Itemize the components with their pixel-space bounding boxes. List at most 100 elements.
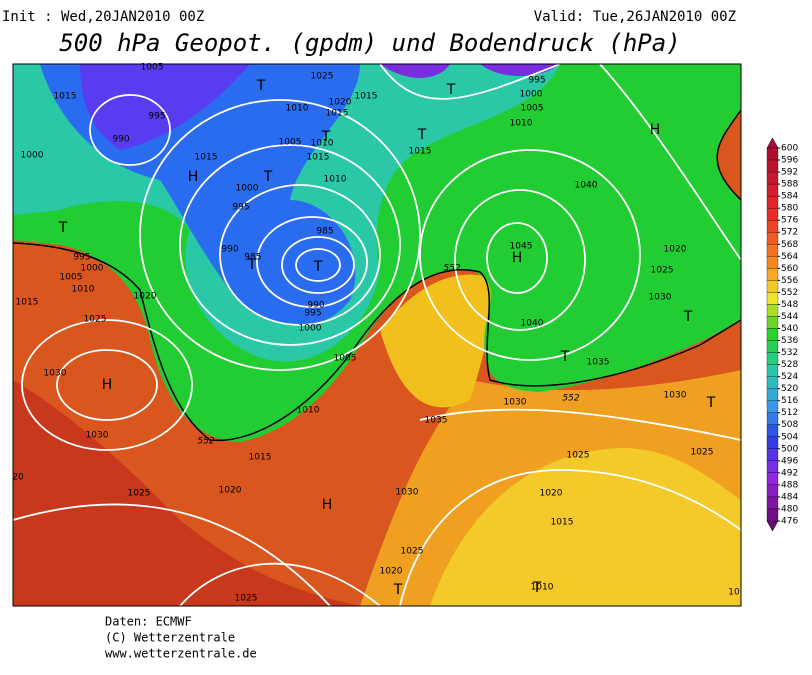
isobar-label: 1020 xyxy=(329,98,352,108)
isobar-label: 1020 xyxy=(380,567,403,577)
low-marker: T xyxy=(313,259,323,275)
colorbar-segment xyxy=(766,328,779,341)
colorbar-segment xyxy=(766,183,779,197)
isobar-label: 995 xyxy=(304,309,321,319)
colorbar-label: 536 xyxy=(781,336,798,346)
isobar-label: 1000 xyxy=(236,184,259,194)
low-marker: T xyxy=(256,78,266,94)
isobar-label: 1010 xyxy=(510,119,533,129)
colorbar-label: 504 xyxy=(781,432,798,442)
hot-field xyxy=(13,380,360,606)
isobar-label: 1020 xyxy=(664,245,687,255)
isobar-label: 1015 xyxy=(355,92,378,102)
isobar-label: 1025 xyxy=(84,315,107,325)
isobar-label: 1015 xyxy=(551,518,574,528)
isobar-label: 1005 xyxy=(141,63,164,73)
isobar-label: 1025 xyxy=(401,547,424,557)
colorbar-segment xyxy=(766,400,779,413)
isobar-label: 20 xyxy=(12,473,24,483)
colorbar-segment xyxy=(766,388,779,401)
colorbar-label: 600 xyxy=(781,144,798,154)
colorbar-segment xyxy=(766,304,779,317)
isobar-label: 1005 xyxy=(279,138,302,148)
map-area xyxy=(13,64,741,606)
colorbar-segment xyxy=(766,220,779,233)
ridge xyxy=(380,274,500,408)
colorbar-label: 564 xyxy=(781,252,798,262)
isobar-label: 1030 xyxy=(504,398,527,408)
isobar-label: 1040 xyxy=(521,319,544,329)
isobar-label: 995 xyxy=(73,253,90,263)
colorbar-segment xyxy=(766,424,779,437)
isobar-label: 1010 xyxy=(297,406,320,416)
init-time: Init : Wed,20JAN2010 00Z xyxy=(2,9,204,25)
isobar-label: 1020 xyxy=(219,486,242,496)
colorbar-segment xyxy=(766,280,779,293)
isobar-label: 1005 xyxy=(521,104,544,114)
isobar-label: 995 xyxy=(528,76,545,86)
colorbar-segment xyxy=(766,256,779,269)
colorbar-label: 496 xyxy=(781,456,798,466)
footer-line: Daten: ECMWF xyxy=(105,615,192,629)
isobar-label: 1025 xyxy=(311,72,334,82)
colorbar-label: 508 xyxy=(781,420,798,430)
isobar-label: 1025 xyxy=(567,451,590,461)
high-marker: H xyxy=(188,169,199,185)
isobars xyxy=(13,64,741,606)
isobar-label: 1040 xyxy=(575,181,598,191)
colorbar-segment xyxy=(766,508,779,522)
isobar-label: 1000 xyxy=(21,151,44,161)
low-marker: T xyxy=(532,580,542,596)
colorbar-label: 516 xyxy=(781,396,798,406)
high-marker: H xyxy=(322,497,333,513)
colorbar-segment xyxy=(766,159,779,173)
colorbar-label: 544 xyxy=(781,312,798,322)
isobar-label: 1015 xyxy=(409,147,432,157)
colorbar-label: 540 xyxy=(781,324,798,334)
colorbar-label: 560 xyxy=(781,264,798,274)
isobar-label: 1015 xyxy=(195,153,218,163)
isobar-label: 1015 xyxy=(326,109,349,119)
colorbar-segment xyxy=(766,376,779,389)
low-marker: T xyxy=(417,127,427,143)
low-marker: T xyxy=(247,257,257,273)
colorbar-segment xyxy=(766,412,779,425)
colorbar-label: 568 xyxy=(781,240,798,250)
colorbar-segment xyxy=(766,436,779,449)
isobar-label: 1005 xyxy=(334,354,357,364)
colorbar-segment xyxy=(766,472,779,486)
isobar-label: 1005 xyxy=(60,273,83,283)
footer-line: (C) Wetterzentrale xyxy=(105,631,235,645)
colorbar-label: 492 xyxy=(781,468,798,478)
colorbar-segment xyxy=(766,340,779,353)
colorbar-label: 480 xyxy=(781,504,798,514)
colorbar-label: 476 xyxy=(781,517,798,527)
colorbar-label: 556 xyxy=(781,276,798,286)
low-marker: T xyxy=(706,395,716,411)
isobar-label: 995 xyxy=(232,203,249,213)
footer-line: www.wetterzentrale.de xyxy=(105,647,257,661)
isobar-label: 1025 xyxy=(128,489,151,499)
colorbar-label: 552 xyxy=(781,288,798,298)
colorbar-segment xyxy=(766,316,779,329)
isobar-label: 1000 xyxy=(299,324,322,334)
high-marker: H xyxy=(102,377,113,393)
low-marker: T xyxy=(446,82,456,98)
isobar-label: 1000 xyxy=(81,264,104,274)
isobar-label: 1030 xyxy=(649,293,672,303)
isobar-label: 995 xyxy=(148,112,165,122)
contour-label: 552 xyxy=(443,264,460,274)
low-marker: T xyxy=(560,349,570,365)
colorbar-segment xyxy=(766,364,779,377)
isobar-label: 1010 xyxy=(531,583,554,593)
colorbar-cap xyxy=(766,137,779,149)
high-marker: H xyxy=(512,250,523,266)
colorbar-label: 596 xyxy=(781,156,798,166)
colorbar-label: 512 xyxy=(781,408,798,418)
isobar-label: 1045 xyxy=(510,242,533,252)
colorbar-label: 528 xyxy=(781,360,798,370)
isobar-label: 990 xyxy=(307,301,324,311)
low-marker: T xyxy=(263,169,273,185)
colorbar-label: 576 xyxy=(781,216,798,226)
